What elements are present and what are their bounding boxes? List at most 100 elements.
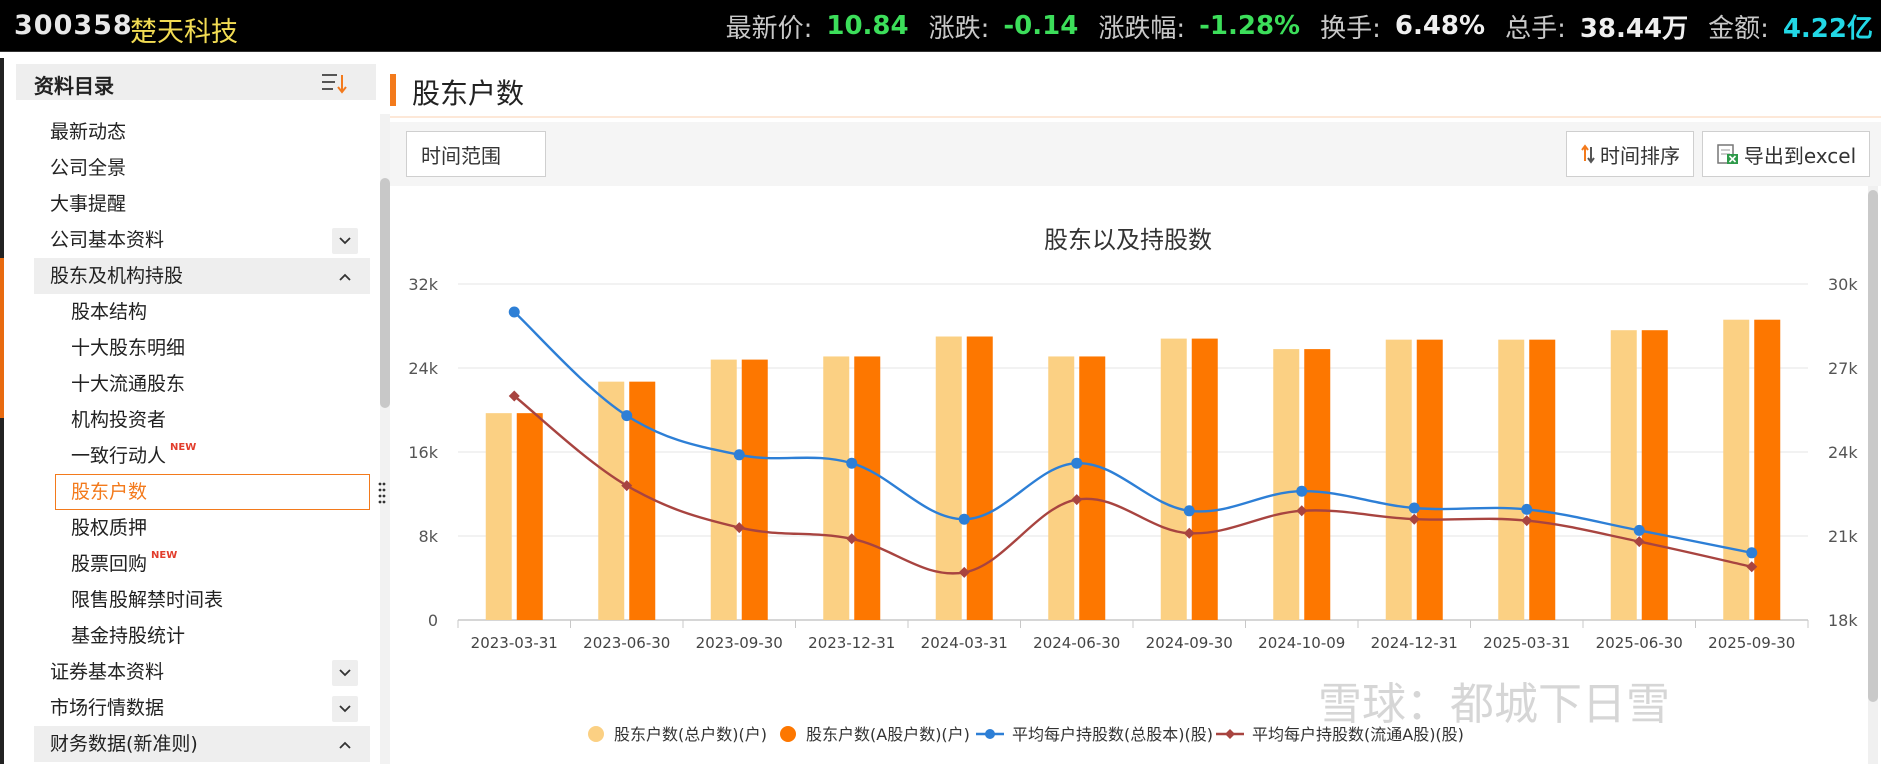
sidebar-item[interactable]: 最新动态: [34, 114, 370, 150]
quote-label: 涨跌幅:: [1098, 13, 1186, 44]
bar-total-holders: [710, 359, 737, 620]
sidebar-item[interactable]: 基金持股统计: [34, 618, 370, 654]
sidebar-item-label: 股权质押: [71, 517, 148, 539]
bar-total-holders: [1610, 330, 1637, 620]
bar-total-holders: [1048, 356, 1075, 620]
point-avg-total-share: [1296, 485, 1308, 497]
chevron-down-icon[interactable]: [332, 696, 358, 722]
main-header: 股东户数: [390, 64, 1881, 118]
x-tick-label: 2024-03-31: [921, 634, 1008, 652]
sidebar-item[interactable]: 限售股解禁时间表: [34, 582, 370, 618]
quote-value: 38.44万: [1579, 13, 1689, 44]
bar-total-holders: [1498, 339, 1525, 620]
x-tick-label: 2023-03-31: [471, 634, 558, 652]
quote-label: 换手:: [1320, 13, 1381, 44]
stock-name: 楚天科技: [130, 17, 238, 48]
bar-a-share-holders: [854, 356, 881, 620]
x-tick-label: 2023-12-31: [808, 634, 895, 652]
chevron-up-icon[interactable]: [332, 732, 358, 758]
header-divider: [390, 116, 1881, 118]
sidebar-item[interactable]: 大事提醒: [34, 186, 370, 222]
point-avg-total-share: [1746, 547, 1758, 559]
sidebar-item[interactable]: 市场行情数据: [34, 690, 370, 726]
bar-a-share-holders: [1416, 339, 1443, 620]
legend-marker: [588, 726, 604, 742]
panel-splitter-handle[interactable]: [378, 480, 386, 510]
bar-a-share-holders: [516, 413, 543, 620]
time-sort-label: 时间排序: [1600, 143, 1680, 168]
point-avg-float-share: [1183, 527, 1195, 539]
chevron-up-icon[interactable]: [332, 264, 358, 290]
bar-total-holders: [598, 381, 625, 620]
sidebar-scroll-thumb[interactable]: [380, 178, 390, 408]
sort-menu-icon[interactable]: [321, 72, 347, 94]
point-avg-float-share: [621, 480, 633, 492]
sidebar-item[interactable]: 证券基本资料: [34, 654, 370, 690]
sidebar-item-label: 股东户数: [71, 481, 148, 503]
sidebar-item-label: 十大流通股东: [71, 373, 186, 395]
sidebar-item[interactable]: 十大流通股东: [34, 366, 370, 402]
y-left-tick-label: 24k: [408, 359, 438, 378]
sidebar-item[interactable]: 股东户数: [55, 474, 370, 510]
x-tick-label: 2024-10-09: [1258, 634, 1345, 652]
sidebar-item[interactable]: 十大股东明细: [34, 330, 370, 366]
sidebar-item-label: 公司基本资料: [50, 229, 165, 251]
x-tick-label: 2025-09-30: [1708, 634, 1795, 652]
sidebar-item[interactable]: 公司基本资料: [34, 222, 370, 258]
y-right-tick-label: 24k: [1828, 443, 1858, 462]
bar-a-share-holders: [1304, 349, 1331, 620]
sidebar-item[interactable]: 股权质押: [34, 510, 370, 546]
sidebar-item[interactable]: 股票回购 NEW: [34, 546, 370, 582]
point-avg-float-share: [958, 566, 970, 578]
bar-total-holders: [485, 413, 512, 620]
point-avg-float-share: [1521, 515, 1533, 527]
export-excel-button[interactable]: 导出到excel: [1702, 131, 1870, 177]
sidebar-item[interactable]: 股东及机构持股: [34, 258, 370, 294]
chart-scroll-thumb[interactable]: [1868, 190, 1878, 702]
sidebar-scrollbar[interactable]: [380, 114, 390, 764]
y-right-tick-label: 30k: [1828, 275, 1858, 294]
chevron-down-icon[interactable]: [332, 660, 358, 686]
main-panel: 股东户数 时间范围 时间排序 导出到excel: [390, 64, 1881, 764]
bar-total-holders: [1385, 339, 1412, 620]
sidebar-item[interactable]: 公司全景: [34, 150, 370, 186]
bar-a-share-holders: [1529, 339, 1556, 620]
point-avg-float-share: [1071, 494, 1083, 506]
y-left-tick-label: 0: [428, 611, 438, 630]
x-tick-label: 2023-09-30: [696, 634, 783, 652]
sidebar-item-label: 十大股东明细: [71, 337, 186, 359]
sidebar-item-label: 股票回购: [71, 553, 148, 575]
time-sort-button[interactable]: 时间排序: [1566, 131, 1694, 177]
time-range-button[interactable]: 时间范围: [406, 131, 546, 177]
sidebar-item[interactable]: 股本结构: [34, 294, 370, 330]
point-avg-total-share: [1408, 502, 1420, 514]
new-badge: NEW: [151, 550, 178, 561]
chart-title: 股东以及持股数: [1044, 226, 1212, 254]
point-avg-float-share: [1746, 561, 1758, 573]
point-avg-float-share: [1408, 513, 1420, 525]
legend-marker: [985, 729, 995, 739]
point-avg-total-share: [958, 513, 970, 525]
sidebar-item[interactable]: 机构投资者: [34, 402, 370, 438]
sidebar-item-label: 基金持股统计: [71, 625, 186, 647]
point-avg-total-share: [508, 306, 520, 318]
legend-marker: [780, 726, 796, 742]
point-avg-float-share: [1633, 536, 1645, 548]
legend-label: 平均每户持股数(总股本)(股): [1012, 725, 1213, 744]
sidebar-item[interactable]: 一致行动人 NEW: [34, 438, 370, 474]
bar-a-share-holders: [1754, 319, 1781, 620]
bar-a-share-holders: [1079, 356, 1106, 620]
sidebar-item[interactable]: 财务数据(新准则): [34, 726, 370, 762]
sidebar-item-label: 大事提醒: [50, 193, 127, 215]
x-tick-label: 2025-03-31: [1483, 634, 1570, 652]
quote-value: 10.84: [826, 11, 909, 41]
point-avg-total-share: [1071, 457, 1083, 469]
chevron-down-icon[interactable]: [332, 228, 358, 254]
sidebar-item-label: 机构投资者: [71, 409, 167, 431]
export-excel-label: 导出到excel: [1743, 143, 1857, 168]
chart-scrollbar[interactable]: [1868, 186, 1878, 764]
bar-a-share-holders: [1191, 338, 1218, 620]
left-edge-strip: [0, 58, 4, 764]
legend-label: 平均每户持股数(流通A股)(股): [1252, 725, 1464, 744]
bar-total-holders: [1273, 349, 1300, 620]
